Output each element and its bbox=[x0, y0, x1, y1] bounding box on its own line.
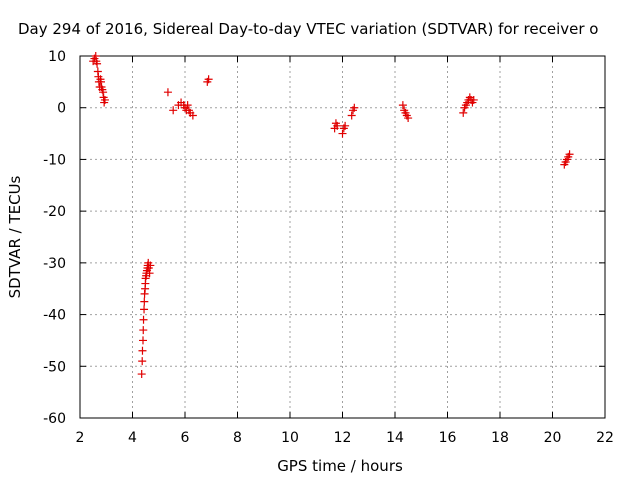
data-point bbox=[398, 101, 407, 110]
data-point bbox=[137, 370, 146, 379]
data-point bbox=[146, 261, 155, 270]
data-point bbox=[404, 114, 413, 123]
data-point bbox=[341, 121, 350, 130]
data-point bbox=[333, 121, 342, 130]
x-tick-label: 12 bbox=[334, 430, 352, 446]
x-tick-labels: 2 4 6 8 10 12 14 16 18 20 22 bbox=[76, 430, 614, 446]
data-point bbox=[338, 129, 347, 138]
y-tick-label: 0 bbox=[57, 101, 66, 117]
y-tick-label: -10 bbox=[43, 152, 66, 168]
y-axis-label: SDTVAR / TECUs bbox=[6, 175, 24, 298]
y-tick-label: -40 bbox=[43, 308, 66, 324]
data-point bbox=[139, 315, 148, 324]
x-tick-label: 16 bbox=[439, 430, 457, 446]
x-tick-label: 10 bbox=[281, 430, 299, 446]
y-tick-label: -30 bbox=[43, 256, 66, 272]
data-point bbox=[163, 88, 172, 97]
grid-lines bbox=[80, 56, 605, 418]
data-point bbox=[138, 357, 147, 366]
data-point bbox=[347, 111, 356, 120]
data-point bbox=[565, 150, 574, 159]
data-point bbox=[140, 305, 149, 314]
axis-ticks bbox=[79, 55, 606, 419]
data-point bbox=[469, 95, 478, 104]
data-point bbox=[100, 95, 109, 104]
x-tick-label: 20 bbox=[544, 430, 562, 446]
data-point bbox=[183, 101, 192, 110]
data-point bbox=[350, 103, 359, 112]
data-point bbox=[459, 108, 468, 117]
x-tick-label: 4 bbox=[128, 430, 137, 446]
data-point bbox=[169, 106, 178, 115]
data-point bbox=[145, 269, 154, 278]
y-tick-label: -60 bbox=[43, 411, 66, 427]
data-point bbox=[138, 346, 147, 355]
data-points bbox=[89, 52, 574, 379]
data-point bbox=[139, 336, 147, 345]
x-tick-label: 2 bbox=[76, 430, 85, 446]
x-tick-label: 14 bbox=[386, 430, 404, 446]
y-tick-label: -50 bbox=[43, 359, 66, 375]
x-tick-label: 22 bbox=[596, 430, 614, 446]
data-point bbox=[140, 297, 149, 306]
data-point bbox=[204, 75, 213, 84]
y-tick-label: -20 bbox=[43, 204, 66, 220]
x-tick-label: 6 bbox=[181, 430, 190, 446]
x-tick-label: 8 bbox=[233, 430, 242, 446]
x-axis-label: GPS time / hours bbox=[277, 457, 403, 475]
data-point bbox=[93, 59, 102, 68]
data-point bbox=[188, 111, 197, 120]
chart-title: Day 294 of 2016, Sidereal Day-to-day VTE… bbox=[18, 20, 598, 38]
y-tick-labels: 10 0 -10 -20 -30 -40 -50 -60 bbox=[43, 49, 66, 427]
data-point bbox=[139, 326, 148, 335]
x-tick-label: 18 bbox=[491, 430, 509, 446]
y-tick-label: 10 bbox=[48, 49, 66, 65]
